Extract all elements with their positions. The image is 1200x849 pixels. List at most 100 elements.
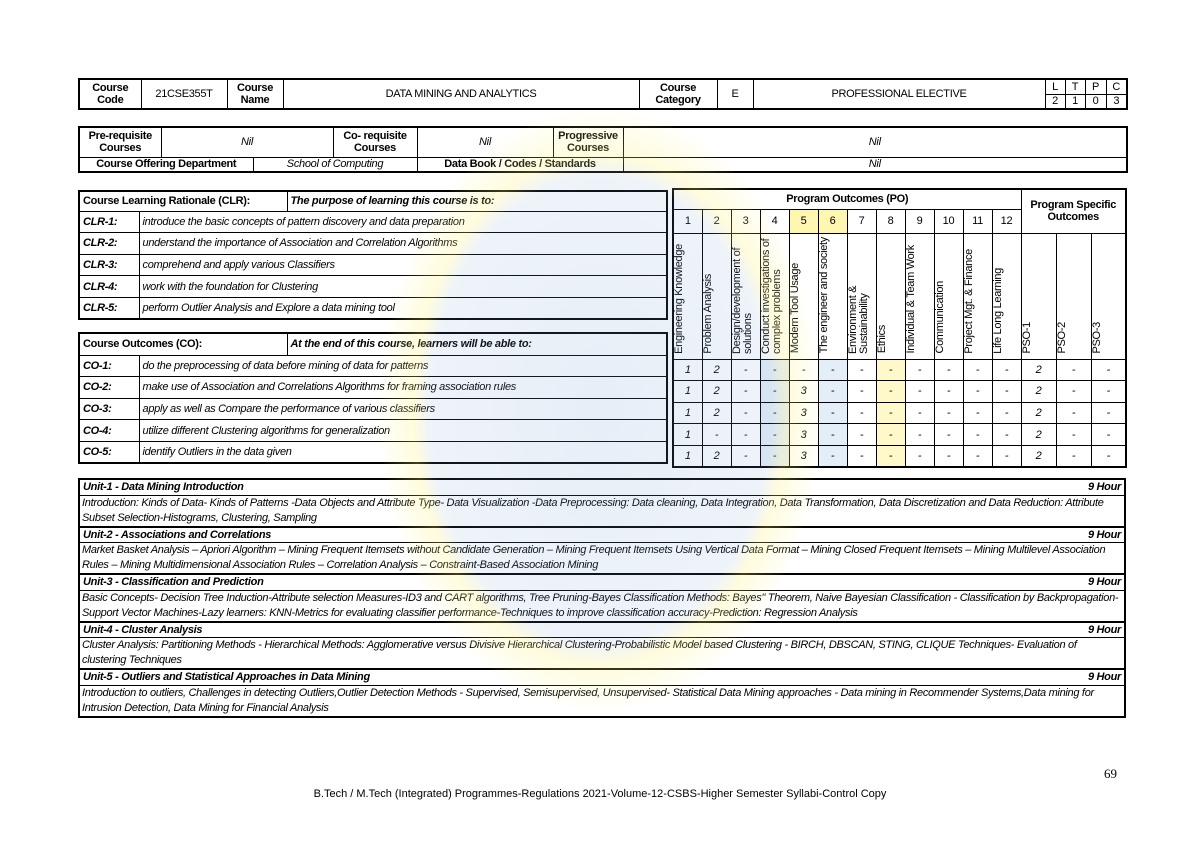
- co-row: CO-2: make use of Association and Correla…: [78, 376, 668, 399]
- po-mapping-value: -: [1055, 423, 1092, 446]
- unit-body-row: Basic Concepts- Decision Tree Induction-…: [78, 589, 1126, 622]
- co-row: CO-3: apply as well as Compare the perfor…: [78, 397, 668, 421]
- po-label-text: Design/development of solutions: [730, 247, 754, 354]
- co-id: CO-1:: [78, 354, 140, 378]
- unit-hours: 9 Hour: [1087, 623, 1121, 636]
- unit-description: Introduction: Kinds of Data- Kinds of Pa…: [78, 494, 1126, 527]
- po-label: PSO-1: [1020, 232, 1057, 360]
- po-label-text: Problem Analysis: [701, 273, 714, 354]
- co-id: CO-5:: [78, 440, 140, 464]
- po-mapping-value: -: [846, 423, 877, 446]
- co-purpose: At the end of this course, learners will…: [286, 332, 668, 356]
- po-mapping-value: -: [904, 423, 935, 446]
- po-mapping-value: 2: [1020, 423, 1057, 446]
- po-label-text: Life Long Learning: [991, 267, 1004, 354]
- po-mapping-value: -: [817, 380, 848, 403]
- po-mapping-value: 1: [672, 401, 703, 425]
- course-name-label: Course Name: [226, 78, 284, 110]
- ltpc-label: T: [1064, 78, 1086, 95]
- po-label-text: PSO-2: [1055, 321, 1068, 354]
- po-mapping-value: -: [875, 401, 906, 425]
- po-number: 3: [730, 208, 761, 234]
- unit-header: 9 Hour Unit-1 - Data Mining Introduction: [78, 478, 1126, 496]
- po-mapping-value: -: [904, 401, 935, 425]
- po-mapping-value: 1: [672, 358, 703, 382]
- clr-row: CLR-3: comprehend and apply various Class…: [78, 253, 668, 277]
- progressive-value: Nil: [622, 126, 1128, 158]
- databook-label: Data Book / Codes / Standards: [416, 156, 624, 173]
- po-label: Communication: [933, 232, 964, 360]
- po-label: PSO-3: [1090, 232, 1127, 360]
- po-label-text: Environment & Sustainability: [846, 285, 870, 354]
- po-mapping-value: -: [933, 401, 964, 425]
- unit-body-row: Market Basket Analysis – Apriori Algorit…: [78, 542, 1126, 575]
- po-label: Environment & Sustainability: [846, 232, 877, 360]
- unit-header: 9 Hour Unit-2 - Associations and Correlat…: [78, 525, 1126, 543]
- po-mapping-value: -: [1055, 358, 1092, 382]
- po-mapping-value: -: [962, 380, 993, 403]
- po-label: The engineer and society: [817, 232, 848, 360]
- prerequisite-label: Pre-requisite Courses: [78, 126, 162, 158]
- page-number: 69: [1104, 766, 1117, 781]
- unit-description: Introduction to outliers, Challenges in …: [78, 684, 1126, 717]
- po-label-text: Engineering Knowledge: [673, 243, 685, 354]
- po-label: Individual & Team Work: [904, 232, 935, 360]
- po-label: PSO-2: [1055, 232, 1092, 360]
- unit-title: Unit-4 - Cluster Analysis: [83, 623, 203, 636]
- po-mapping-value: -: [788, 358, 819, 382]
- clr-id: CLR-3:: [78, 253, 140, 277]
- unit-header: 9 Hour Unit-4 - Cluster Analysis: [78, 620, 1126, 638]
- co-text: identify Outliers in the data given: [138, 440, 668, 464]
- unit-header: 9 Hour Unit-3 - Classification and Predic…: [78, 573, 1126, 591]
- po-number: 9: [904, 208, 935, 234]
- clr-row: CLR-2: understand the importance of Assoc…: [78, 232, 668, 255]
- po-mapping-value: 1: [672, 423, 703, 446]
- po-mapping-value: -: [759, 380, 790, 403]
- co-row: CO-4: utilize different Clustering algori…: [78, 419, 668, 442]
- po-mapping-value: -: [759, 401, 790, 425]
- po-mapping-value: -: [846, 444, 877, 468]
- po-mapping-value: 2: [1020, 401, 1057, 425]
- clr-text: perform Outlier Analysis and Explore a d…: [138, 296, 668, 320]
- po-mapping-value: -: [1055, 401, 1092, 425]
- co-table: Course Outcomes (CO): At the end of this…: [78, 332, 668, 464]
- clr-row: CLR-1: introduce the basic concepts of pa…: [78, 210, 668, 234]
- co-text: do the preprocessing of data before mini…: [138, 354, 668, 378]
- po-mapping-value: -: [730, 423, 761, 446]
- department-label: Course Offering Department: [78, 156, 254, 173]
- po-mapping-value: -: [933, 380, 964, 403]
- ltpc-label: L: [1044, 78, 1066, 95]
- po-mapping-value: -: [991, 444, 1022, 468]
- unit-title: Unit-1 - Data Mining Introduction: [83, 481, 244, 494]
- prerequisite-table: Pre-requisite Courses Nil Co- requisite …: [78, 126, 1128, 173]
- co-title: Course Outcomes (CO):: [78, 332, 288, 356]
- po-label: Life Long Learning: [991, 232, 1022, 360]
- course-code: 21CSE355T: [140, 78, 228, 110]
- po-mapping-value: -: [991, 380, 1022, 403]
- corequisite-label: Co- requisite Courses: [332, 126, 418, 158]
- po-mapping-value: 2: [701, 401, 732, 425]
- course-category-name: PROFESSIONAL ELECTIVE: [752, 78, 1046, 110]
- co-id: CO-2:: [78, 376, 140, 399]
- po-title: Program Outcomes (PO): [672, 188, 1022, 210]
- po-mapping-value: -: [817, 358, 848, 382]
- clr-row: CLR-4: work with the foundation for Clust…: [78, 275, 668, 298]
- po-mapping-value: -: [962, 444, 993, 468]
- co-text: apply as well as Compare the performance…: [138, 397, 668, 421]
- po-mapping-value: -: [817, 444, 848, 468]
- ltpc-value: 2: [1044, 93, 1066, 110]
- po-mapping-value: -: [875, 380, 906, 403]
- unit-description: Market Basket Analysis – Apriori Algorit…: [78, 542, 1126, 575]
- po-number: 6: [817, 208, 848, 234]
- po-label-text: Individual & Team Work: [904, 244, 917, 354]
- unit-header-row: 9 Hour Unit-4 - Cluster Analysis: [78, 620, 1126, 638]
- po-mapping-value: -: [1090, 423, 1127, 446]
- unit-header: 9 Hour Unit-5 - Outliers and Statistical …: [78, 668, 1126, 686]
- po-mapping-value: 1: [672, 444, 703, 468]
- po-label-text: Conduct investigations of complex proble…: [759, 238, 783, 354]
- unit-description: Cluster Analysis: Partitioning Methods -…: [78, 637, 1126, 670]
- po-mapping-value: -: [1090, 444, 1127, 468]
- po-mapping-value: -: [1090, 380, 1127, 403]
